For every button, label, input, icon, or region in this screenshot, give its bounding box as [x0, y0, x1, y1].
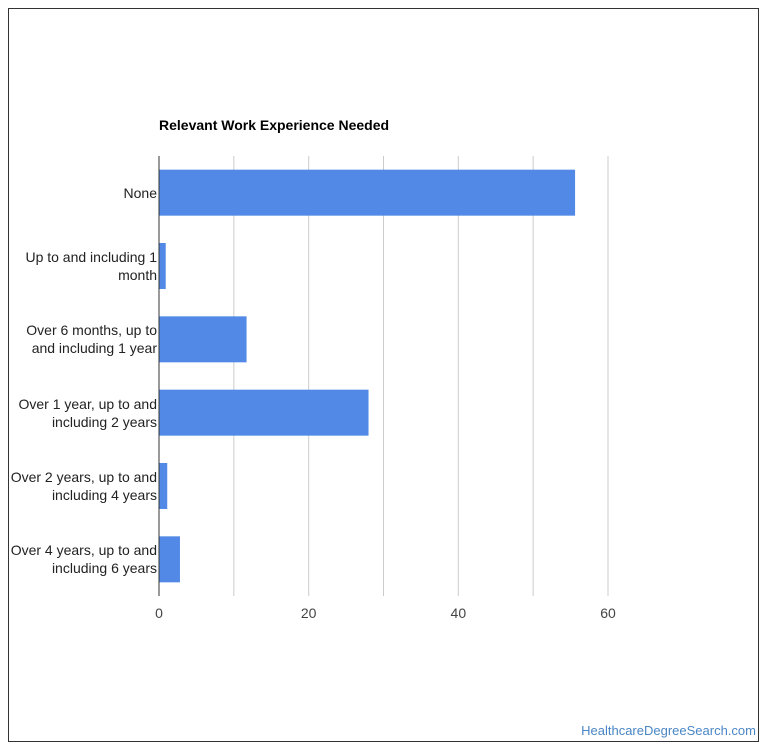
bar [159, 536, 180, 583]
category-label-line: Over 1 year, up to and [18, 395, 157, 412]
category-label-line: including 2 years [51, 413, 157, 430]
x-tick-label: 0 [155, 605, 163, 621]
category-label: Over 6 months, up to and including 1 year [8, 321, 157, 357]
category-label-line: month [118, 267, 157, 283]
bar [159, 463, 168, 509]
watermark[interactable]: HealthcareDegreeSearch.com [581, 723, 756, 738]
category-label-line: Up to and including 1 [25, 249, 157, 265]
x-tick-label: 40 [451, 605, 467, 621]
x-tick-label: 20 [301, 605, 317, 621]
category-label-line: including 6 years [51, 560, 157, 577]
category-label: Over 1 year, up to and including 2 years [8, 395, 157, 431]
category-label-line: and including 1 year [31, 340, 157, 357]
category-label: None [8, 184, 157, 202]
chart-title: Relevant Work Experience Needed [159, 117, 390, 133]
category-label-line: Over 6 months, up to [26, 322, 157, 339]
category-label-line: None [123, 184, 157, 201]
category-label: Over 4 years, up to and including 6 years [8, 541, 157, 577]
category-label-line: Over 2 years, up to and [10, 469, 157, 485]
x-tick-label: 60 [600, 605, 616, 621]
category-label: Over 2 years, up to and including 4 years [8, 468, 157, 504]
category-label: Up to and including 1 month [8, 248, 157, 284]
category-label-line: including 4 years [51, 487, 157, 503]
bar [159, 389, 369, 436]
bar [159, 243, 166, 289]
category-label-line: Over 4 years, up to and [10, 542, 157, 559]
bar [159, 169, 576, 216]
bar [159, 316, 247, 363]
